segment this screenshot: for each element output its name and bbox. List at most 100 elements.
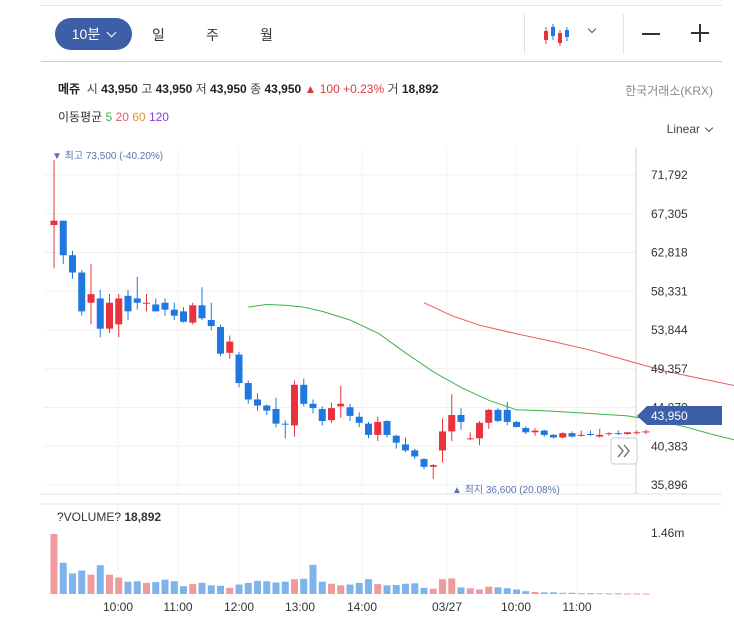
volume-bar: [50, 534, 58, 594]
volume-bar: [328, 583, 335, 594]
tab-day[interactable]: 일: [152, 27, 165, 43]
volume-bar: [254, 580, 261, 594]
candle: [577, 430, 585, 437]
candle: [550, 434, 557, 439]
volume-bar: [309, 564, 317, 594]
candle: [568, 431, 576, 438]
scale-mode-label: Linear: [666, 122, 700, 136]
volume-bar: [133, 581, 141, 594]
candle: [633, 430, 641, 435]
volume-bar: [633, 593, 641, 595]
candle: [494, 408, 502, 422]
ma-legend-5: 5: [105, 110, 113, 124]
candle: [485, 408, 493, 429]
candle: [133, 276, 141, 310]
candle: [143, 294, 150, 312]
volume-bar: [337, 585, 345, 594]
low-annotation: ▲ 최지 36,600 (20.08%): [452, 484, 560, 496]
volume-bar: [466, 588, 474, 594]
volume-pane-label: ?VOLUME? 18,892: [57, 510, 161, 524]
x-tick-label: 03/27: [432, 600, 462, 614]
volume-bar: [568, 592, 576, 594]
volume-bar: [161, 579, 169, 594]
volume-bar: [587, 593, 594, 595]
candle: [513, 421, 520, 428]
volume-bar: [365, 579, 372, 594]
candlestick-icon[interactable]: [541, 22, 571, 48]
candle: [78, 269, 86, 316]
candle: [328, 402, 335, 423]
period-select-label: 10분: [71, 26, 101, 42]
candle: [318, 406, 326, 426]
y-tick-label: 40,383: [651, 439, 688, 453]
scale-mode-select[interactable]: Linear: [666, 122, 714, 136]
volume-bar: [78, 570, 86, 594]
ma20-line: [423, 302, 734, 387]
volume-bar: [106, 574, 113, 594]
candle: [383, 420, 391, 438]
toolbar-divider: [623, 14, 624, 54]
last-price-label: 43,950: [651, 409, 688, 423]
tab-month[interactable]: 월: [260, 27, 273, 43]
candle: [291, 380, 298, 437]
candle: [466, 432, 474, 441]
candle: [402, 437, 409, 453]
candle: [300, 378, 308, 407]
last-price-tag: 43,950: [637, 406, 722, 425]
ma-legend-label: 이동평균: [58, 110, 103, 124]
candle: [272, 397, 280, 428]
volume-bar: [392, 584, 400, 594]
candle: [429, 464, 437, 479]
candle: [226, 335, 234, 359]
toolbar: 10분 일 주 월: [41, 5, 722, 62]
candle: [346, 403, 354, 422]
candle: [614, 430, 622, 435]
minus-icon[interactable]: [642, 33, 660, 35]
volume-bar: [420, 587, 428, 594]
ma-legend-60: 60: [132, 110, 146, 124]
plus-icon[interactable]: [691, 24, 709, 42]
volume-bar: [439, 579, 446, 594]
volume-label: 거: [387, 82, 399, 96]
candle: [263, 404, 271, 416]
candle: [198, 287, 206, 321]
volume-bar: [402, 583, 409, 594]
volume-bar: [374, 584, 382, 594]
candle: [106, 294, 113, 333]
candle: [115, 294, 123, 338]
candle: [503, 402, 511, 426]
volume-bar: [448, 578, 456, 594]
y-tick-label: 62,818: [651, 246, 688, 260]
candle: [540, 429, 548, 437]
volume-bar: [96, 565, 104, 594]
candle: [217, 324, 224, 357]
scroll-right-button[interactable]: [610, 437, 638, 465]
volume-bar: [170, 581, 178, 594]
volume-bar: [411, 583, 419, 594]
volume-bar: [143, 582, 150, 594]
volume-bar: [87, 574, 95, 594]
candle: [457, 408, 465, 430]
volume-bar: [577, 593, 585, 595]
candle: [531, 427, 539, 436]
x-tick-label: 10:00: [103, 600, 133, 614]
candle: [96, 289, 104, 338]
volume-bar: [550, 592, 557, 594]
low-label: 저: [195, 82, 207, 96]
candle: [420, 458, 428, 470]
tab-week[interactable]: 주: [206, 27, 219, 43]
candle: [309, 399, 317, 414]
volume-bar: [503, 588, 511, 594]
volume-bar: [226, 587, 234, 594]
candle: [69, 250, 76, 279]
candle: [642, 429, 650, 435]
volume-bar: [272, 582, 280, 594]
candle: [559, 432, 567, 439]
volume-bar: [69, 573, 76, 594]
candle: [235, 351, 243, 388]
volume-bar: [59, 562, 67, 594]
candle: [189, 302, 197, 325]
period-select-button[interactable]: 10분: [55, 18, 132, 50]
candle: [411, 448, 419, 460]
